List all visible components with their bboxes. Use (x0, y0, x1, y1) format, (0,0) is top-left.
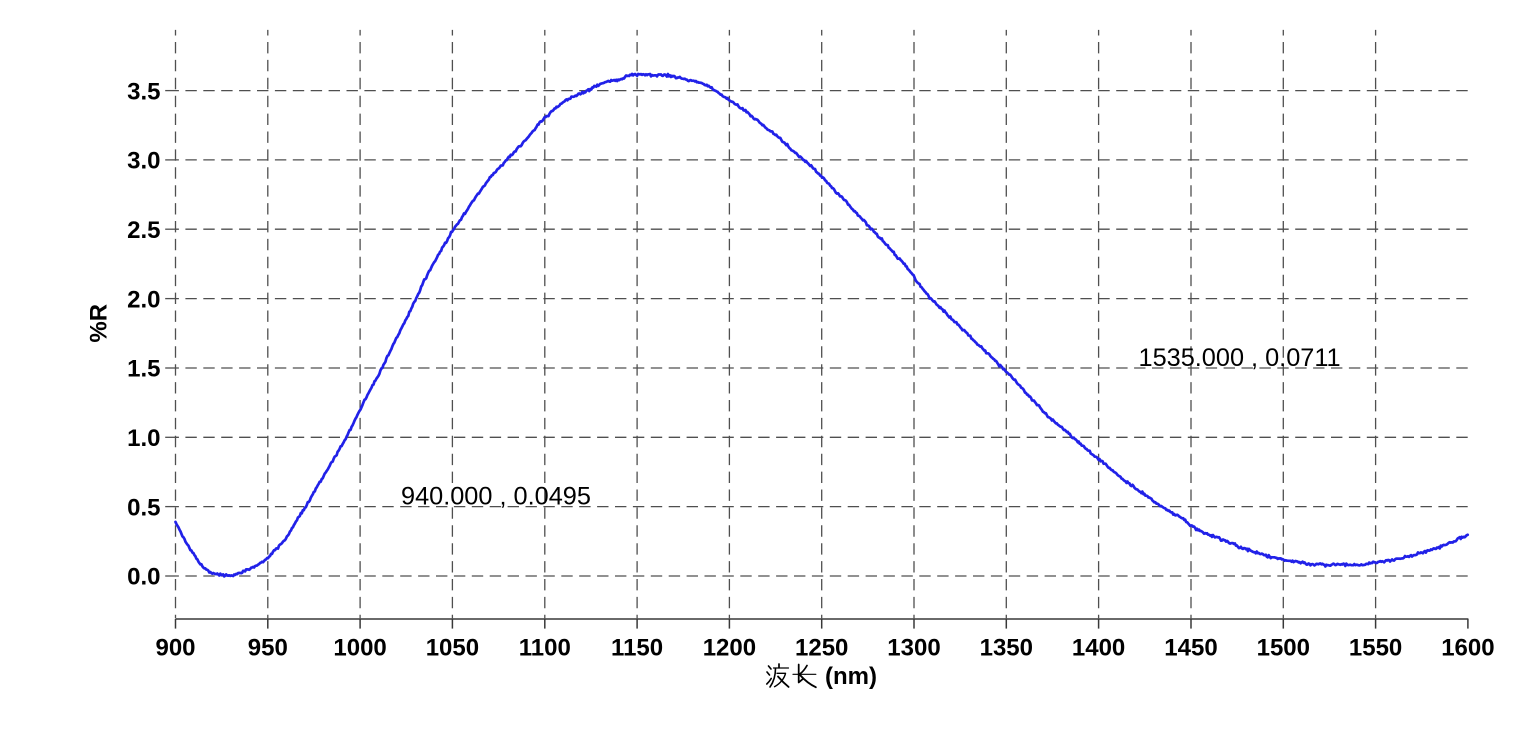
svg-text:1300: 1300 (887, 635, 940, 662)
svg-text:1.5: 1.5 (127, 356, 160, 383)
svg-text:2.0: 2.0 (127, 286, 160, 313)
svg-text:1100: 1100 (519, 635, 571, 662)
svg-text:1200: 1200 (703, 635, 756, 662)
svg-text:900: 900 (155, 635, 195, 662)
svg-text:1550: 1550 (1349, 635, 1402, 662)
svg-text:0.5: 0.5 (127, 494, 160, 521)
svg-text:1600: 1600 (1441, 635, 1494, 662)
svg-text:(nm): (nm) (825, 663, 877, 690)
svg-text:1050: 1050 (426, 635, 479, 662)
svg-text:1250: 1250 (795, 635, 848, 662)
svg-text:1450: 1450 (1164, 635, 1217, 662)
svg-text:2.5: 2.5 (127, 217, 160, 244)
svg-text:1150: 1150 (611, 635, 663, 662)
svg-text:3.0: 3.0 (127, 148, 160, 175)
svg-text:940.000 , 0.0495: 940.000 , 0.0495 (401, 483, 591, 511)
svg-text:1000: 1000 (333, 635, 386, 662)
svg-text:1350: 1350 (980, 635, 1033, 662)
svg-text:1.0: 1.0 (127, 425, 160, 452)
svg-text:1400: 1400 (1072, 635, 1125, 662)
svg-text:3.5: 3.5 (127, 78, 160, 105)
svg-text:1500: 1500 (1257, 635, 1310, 662)
svg-text:%R: %R (86, 304, 113, 343)
svg-text:1535.000 , 0.0711: 1535.000 , 0.0711 (1139, 344, 1341, 372)
svg-text:950: 950 (248, 635, 288, 662)
svg-text:0.0: 0.0 (127, 564, 160, 591)
